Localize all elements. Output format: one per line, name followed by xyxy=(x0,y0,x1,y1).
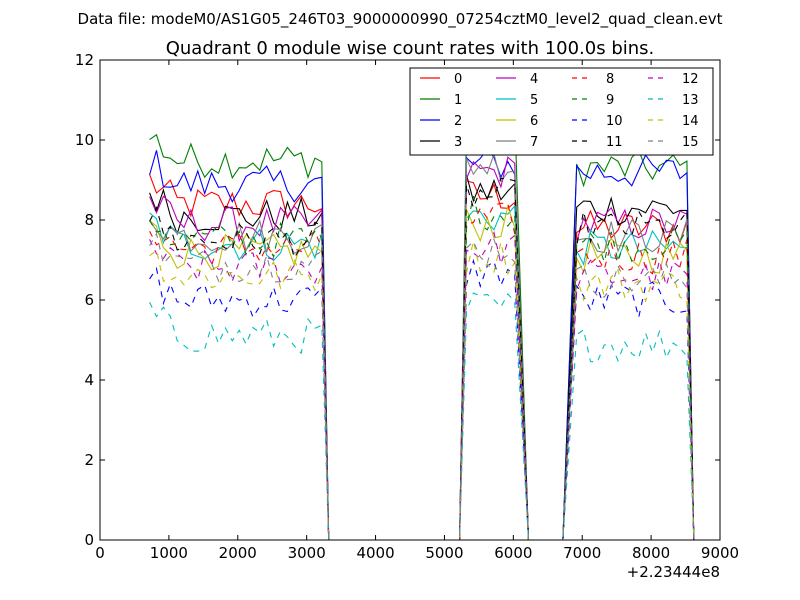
y-tick-label: 4 xyxy=(84,371,94,389)
series-line-11 xyxy=(149,177,695,541)
x-offset-label: +2.23444e8 xyxy=(627,563,720,581)
legend-label-8: 8 xyxy=(606,72,614,87)
x-tick-label: 0 xyxy=(95,544,105,562)
series-line-10 xyxy=(149,258,695,541)
legend-label-3: 3 xyxy=(454,135,462,150)
series-line-8 xyxy=(149,202,695,541)
y-tick-label: 6 xyxy=(84,291,94,309)
y-tick-label: 12 xyxy=(75,51,94,69)
x-tick-label: 8000 xyxy=(632,544,670,562)
x-tick-label: 6000 xyxy=(494,544,532,562)
x-tick-label: 3000 xyxy=(288,544,326,562)
legend-label-2: 2 xyxy=(454,114,462,129)
x-tick-label: 4000 xyxy=(356,544,394,562)
series-line-14 xyxy=(149,240,695,541)
series-line-5 xyxy=(149,204,695,541)
x-tick-label: 7000 xyxy=(563,544,601,562)
legend-label-9: 9 xyxy=(606,93,614,108)
y-tick-label: 0 xyxy=(84,531,94,549)
legend-label-12: 12 xyxy=(682,72,699,87)
series-line-7 xyxy=(149,152,695,541)
x-tick-label: 2000 xyxy=(219,544,257,562)
legend-label-7: 7 xyxy=(530,135,538,150)
legend-label-5: 5 xyxy=(530,93,538,108)
series-line-12 xyxy=(149,231,695,541)
legend-label-15: 15 xyxy=(682,135,699,150)
series-line-6 xyxy=(149,204,695,541)
legend-label-11: 11 xyxy=(606,135,623,150)
figure-suptitle: Data file: modeM0/AS1G05_246T03_90000009… xyxy=(78,10,723,29)
series-line-13 xyxy=(149,292,695,541)
series-line-0 xyxy=(149,174,695,541)
y-tick-label: 10 xyxy=(75,131,94,149)
plot-lines xyxy=(149,109,695,541)
legend-label-10: 10 xyxy=(606,114,623,129)
legend-label-6: 6 xyxy=(530,114,538,129)
series-line-15 xyxy=(149,232,695,541)
legend-label-13: 13 xyxy=(682,93,699,108)
legend-label-14: 14 xyxy=(682,114,699,129)
series-line-3 xyxy=(149,174,695,541)
x-tick-label: 5000 xyxy=(425,544,463,562)
legend-label-4: 4 xyxy=(530,72,538,87)
y-tick-label: 2 xyxy=(84,451,94,469)
legend-label-1: 1 xyxy=(454,93,462,108)
series-line-1 xyxy=(149,109,695,541)
legend-label-0: 0 xyxy=(454,72,462,87)
axis-ticks: 0 1000 2000 3000 4000 5000 6000 7000 8000 9000 0 2 4… xyxy=(75,51,739,562)
chart-title: Quadrant 0 module wise count rates with … xyxy=(166,38,655,59)
x-tick-label: 9000 xyxy=(701,544,739,562)
x-tick-label: 1000 xyxy=(150,544,188,562)
y-tick-label: 8 xyxy=(84,211,94,229)
